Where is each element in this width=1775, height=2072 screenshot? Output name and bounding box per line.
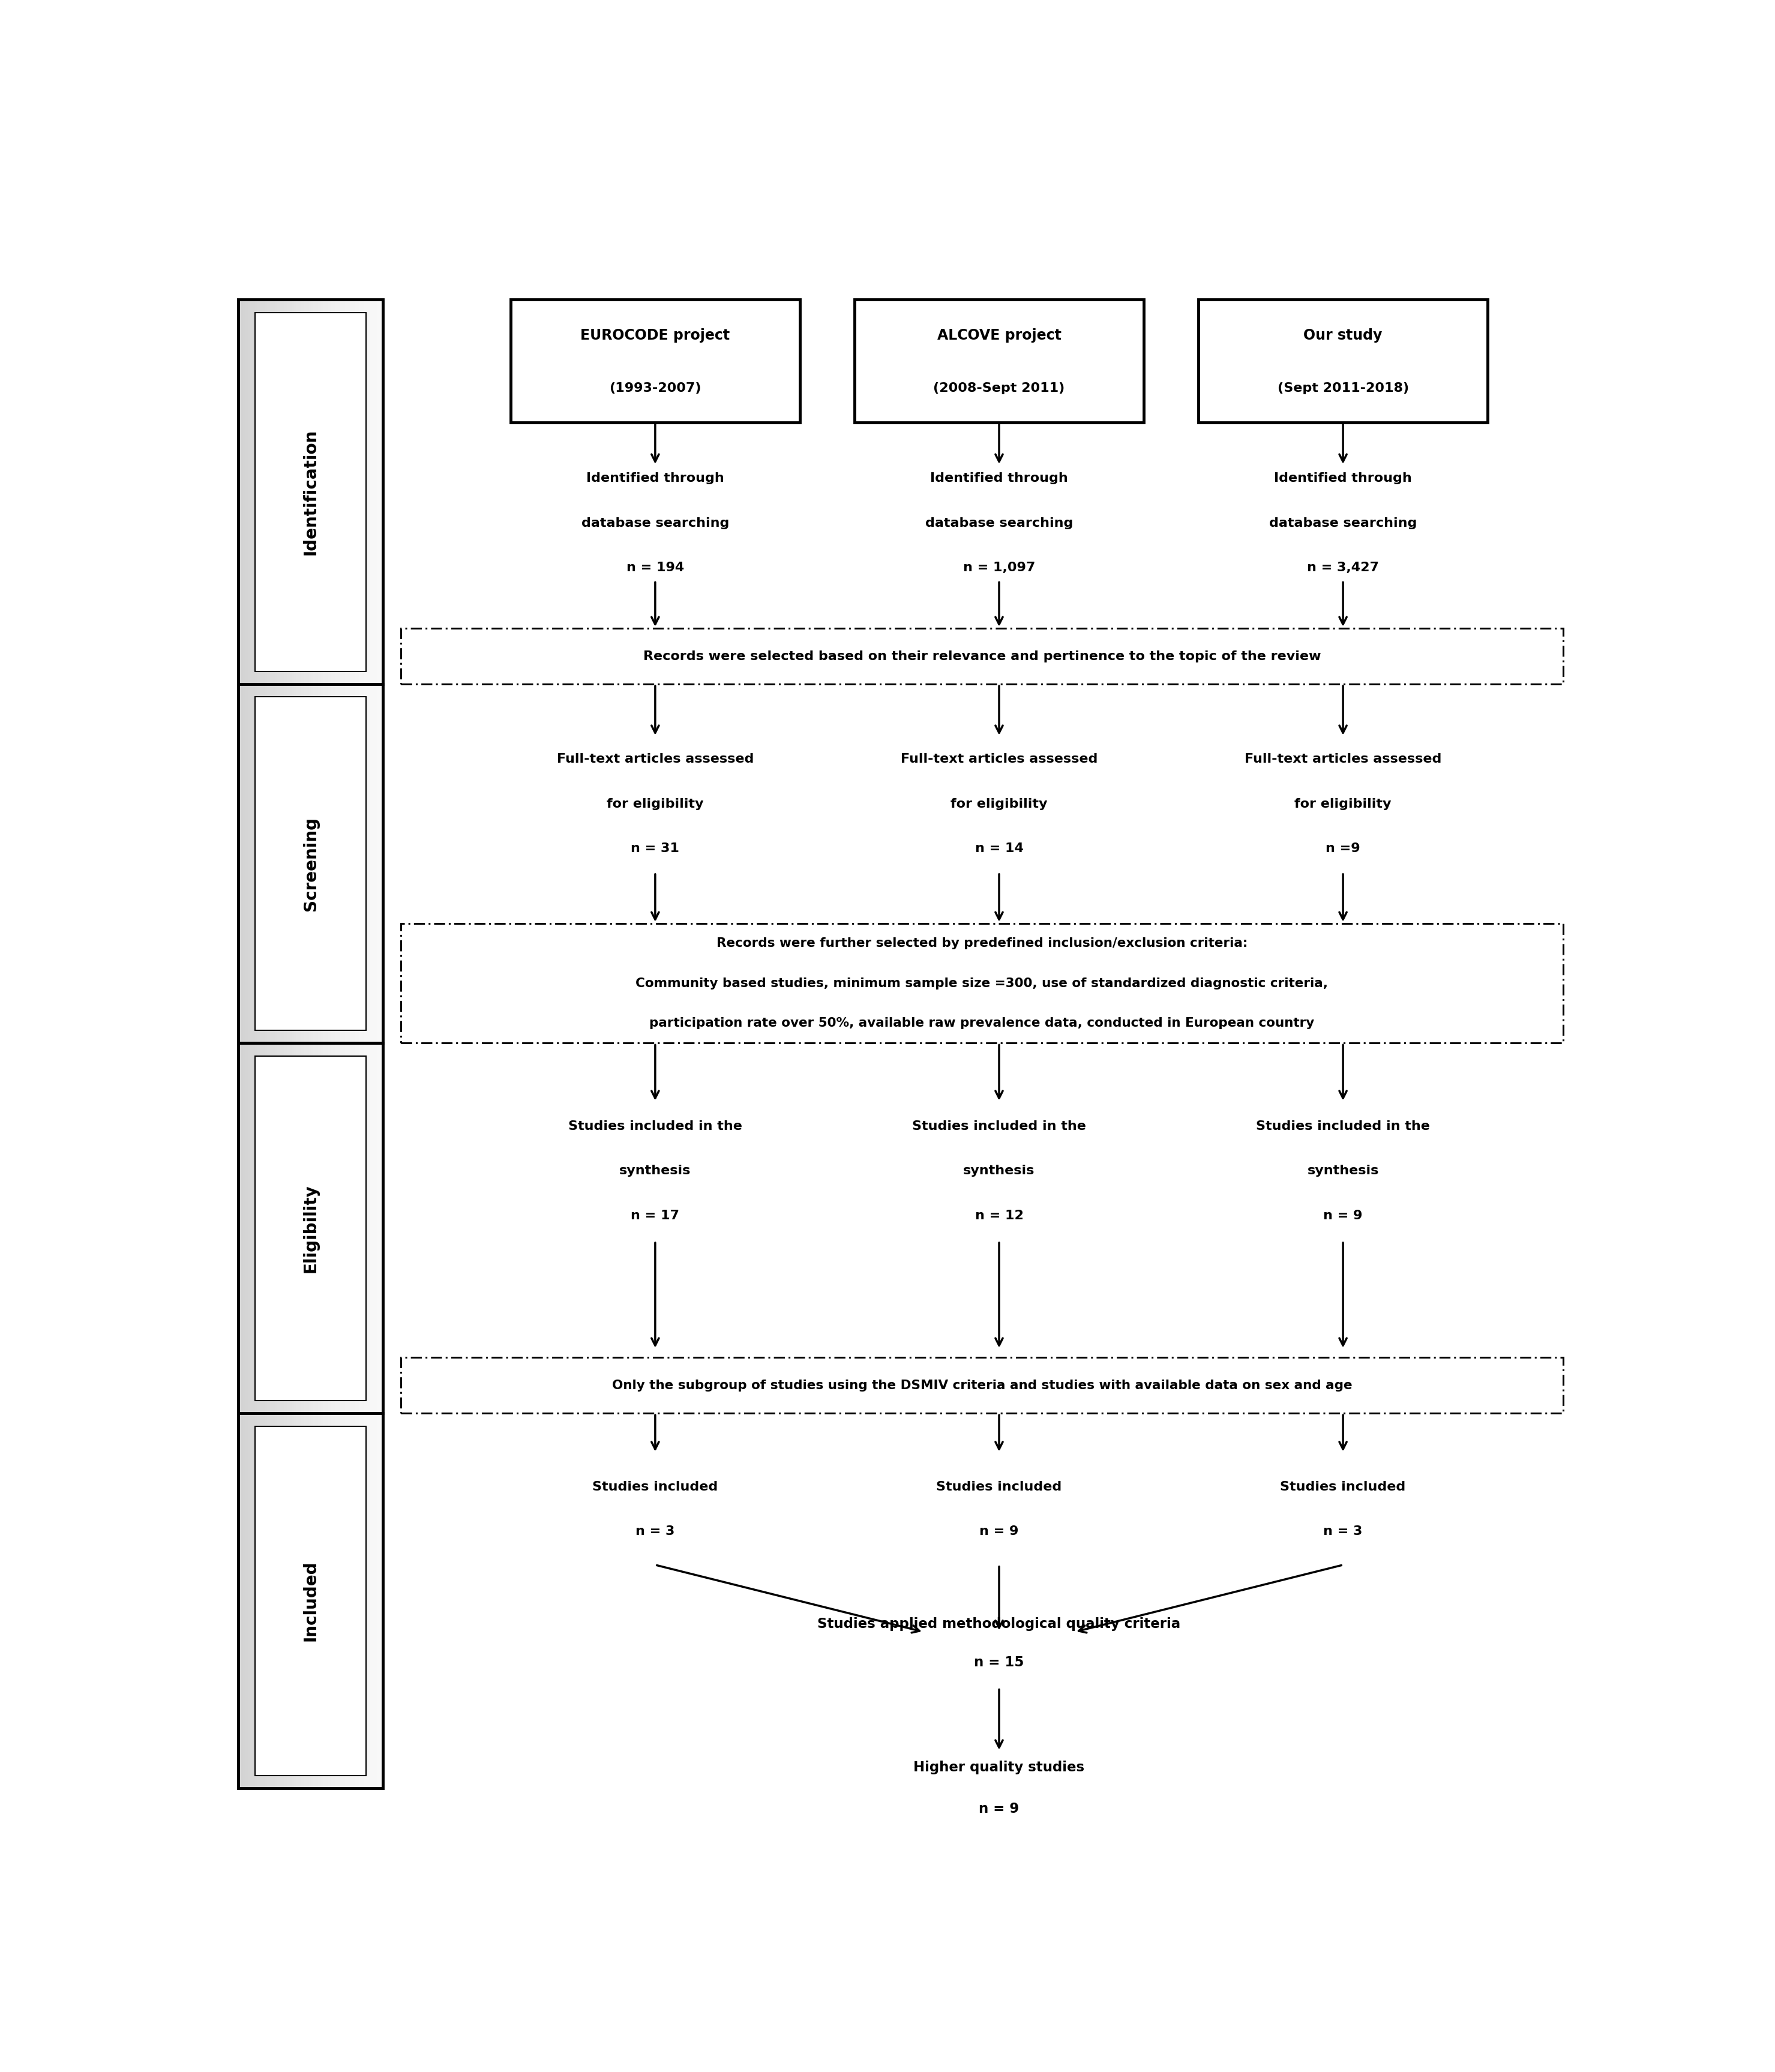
- Text: n = 194: n = 194: [627, 562, 683, 574]
- Bar: [401, 924, 1564, 1042]
- Bar: [256, 1426, 366, 1776]
- Text: ALCOVE project: ALCOVE project: [937, 327, 1061, 342]
- Text: n = 17: n = 17: [630, 1210, 680, 1222]
- Text: for eligibility: for eligibility: [607, 798, 703, 810]
- Text: Studies included: Studies included: [593, 1481, 717, 1492]
- Text: n =9: n =9: [1326, 843, 1360, 854]
- Bar: [511, 300, 801, 423]
- Text: Records were selected based on their relevance and pertinence to the topic of th: Records were selected based on their rel…: [643, 651, 1321, 663]
- Bar: [256, 313, 366, 671]
- Bar: [238, 1042, 383, 1413]
- Text: EUROCODE project: EUROCODE project: [580, 327, 730, 342]
- Text: synthesis: synthesis: [619, 1164, 690, 1177]
- Text: n = 3,427: n = 3,427: [1306, 562, 1379, 574]
- Text: n = 12: n = 12: [974, 1210, 1024, 1222]
- Text: Higher quality studies: Higher quality studies: [914, 1761, 1085, 1774]
- Bar: [238, 684, 383, 1042]
- Bar: [256, 696, 366, 1030]
- Text: Our study: Our study: [1303, 327, 1383, 342]
- Text: database searching: database searching: [1269, 518, 1416, 528]
- Text: Records were further selected by predefined inclusion/exclusion criteria:: Records were further selected by predefi…: [717, 937, 1248, 949]
- Text: synthesis: synthesis: [1306, 1164, 1379, 1177]
- Text: n = 1,097: n = 1,097: [964, 562, 1035, 574]
- Text: participation rate over 50%, available raw prevalence data, conducted in Europea: participation rate over 50%, available r…: [650, 1017, 1315, 1030]
- Text: Studies included: Studies included: [1280, 1481, 1406, 1492]
- Text: Identified through: Identified through: [1274, 472, 1411, 485]
- Text: n = 3: n = 3: [635, 1525, 674, 1537]
- Text: for eligibility: for eligibility: [951, 798, 1047, 810]
- Text: n = 3: n = 3: [1324, 1525, 1363, 1537]
- Text: n = 9: n = 9: [980, 1803, 1019, 1815]
- Text: (2008-Sept 2011): (2008-Sept 2011): [934, 381, 1065, 394]
- Bar: [1198, 300, 1487, 423]
- Bar: [856, 300, 1143, 423]
- Text: (Sept 2011-2018): (Sept 2011-2018): [1278, 381, 1409, 394]
- Bar: [238, 1413, 383, 1788]
- Bar: [401, 628, 1564, 684]
- Text: Full-text articles assessed: Full-text articles assessed: [900, 754, 1097, 765]
- Text: Identification: Identification: [302, 429, 320, 555]
- Bar: [238, 300, 383, 684]
- Bar: [401, 1357, 1564, 1413]
- Bar: [256, 1057, 366, 1401]
- Text: Studies included in the: Studies included in the: [568, 1121, 742, 1131]
- Text: n = 9: n = 9: [1324, 1210, 1363, 1222]
- Text: n = 31: n = 31: [630, 843, 680, 854]
- Text: Studies included: Studies included: [937, 1481, 1061, 1492]
- Text: synthesis: synthesis: [964, 1164, 1035, 1177]
- Text: database searching: database searching: [925, 518, 1074, 528]
- Text: Community based studies, minimum sample size =300, use of standardized diagnosti: Community based studies, minimum sample …: [635, 978, 1328, 988]
- Text: n = 14: n = 14: [974, 843, 1024, 854]
- Text: n = 15: n = 15: [974, 1656, 1024, 1670]
- Text: Studies applied methodological quality criteria: Studies applied methodological quality c…: [818, 1616, 1180, 1631]
- Text: (1993-2007): (1993-2007): [609, 381, 701, 394]
- Text: for eligibility: for eligibility: [1294, 798, 1392, 810]
- Text: Identified through: Identified through: [586, 472, 724, 485]
- Text: Only the subgroup of studies using the DSMIV criteria and studies with available: Only the subgroup of studies using the D…: [612, 1380, 1353, 1392]
- Text: Identified through: Identified through: [930, 472, 1069, 485]
- Text: database searching: database searching: [580, 518, 730, 528]
- Text: Studies included in the: Studies included in the: [1257, 1121, 1431, 1131]
- Text: n = 9: n = 9: [980, 1525, 1019, 1537]
- Text: Eligibility: Eligibility: [302, 1183, 320, 1272]
- Text: Included: Included: [302, 1560, 320, 1641]
- Text: Full-text articles assessed: Full-text articles assessed: [557, 754, 754, 765]
- Text: Full-text articles assessed: Full-text articles assessed: [1244, 754, 1441, 765]
- Text: Studies included in the: Studies included in the: [912, 1121, 1086, 1131]
- Text: Screening: Screening: [302, 816, 320, 912]
